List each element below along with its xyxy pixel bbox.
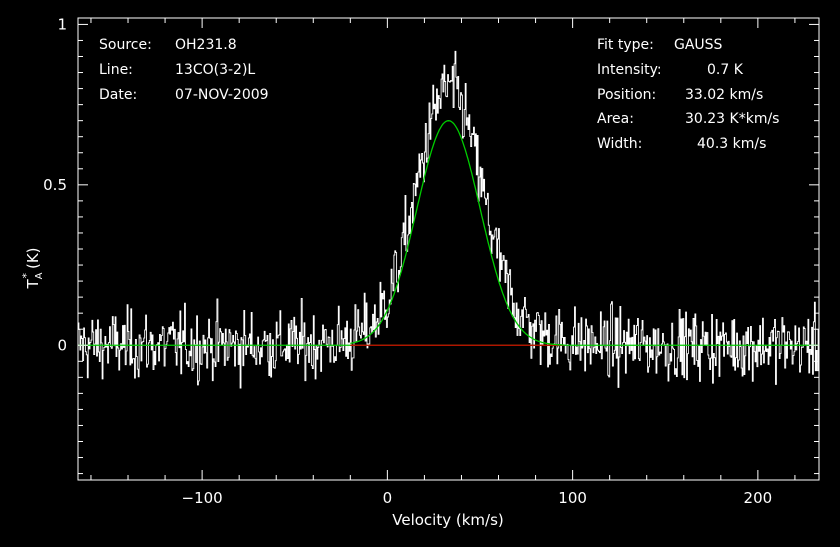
fit-type-value: GAUSS [674, 37, 723, 53]
x-tick-label: 0 [383, 489, 393, 507]
gaussian-fit-curve [350, 120, 564, 346]
x-tick-label: 200 [744, 489, 773, 507]
position-label: Position: [597, 87, 657, 103]
y-axis-label-sub: A [34, 272, 45, 279]
position-value: 33.02 km/s [685, 87, 764, 103]
x-tick-label: 100 [558, 489, 587, 507]
axes: −100 0 100 200 0 0.5 1 [43, 15, 820, 507]
spectrum-trace [78, 50, 819, 389]
y-axis-label-unit: (K) [24, 247, 42, 269]
y-axis-label: TA* (K) [20, 247, 45, 289]
plot-area [78, 50, 819, 389]
date-label: Date: [99, 87, 138, 103]
x-axis-label: Velocity (km/s) [392, 511, 503, 529]
svg-text:TA*(K): TA* (K) [20, 247, 45, 289]
date-value: 07-NOV-2009 [175, 87, 269, 103]
line-label: Line: [99, 62, 133, 78]
y-tick-label: 0 [57, 336, 67, 354]
width-label: Width: [597, 136, 643, 152]
area-value: 30.23 K*km/s [685, 111, 780, 127]
y-axis-label-sup: * [20, 273, 33, 279]
intensity-label: Intensity: [597, 62, 662, 78]
y-tick-label: 0.5 [43, 176, 67, 194]
intensity-value: 0.7 K [707, 62, 743, 78]
x-tick-label: −100 [182, 489, 223, 507]
source-label: Source: [99, 37, 152, 53]
y-axis-label-main: T [24, 279, 42, 290]
fit-type-label: Fit type: [597, 37, 654, 53]
source-value: OH231.8 [175, 37, 237, 53]
width-value: 40.3 km/s [697, 136, 767, 152]
area-label: Area: [597, 111, 634, 127]
line-value: 13CO(3-2)L [175, 62, 256, 78]
y-tick-label: 1 [57, 15, 67, 33]
